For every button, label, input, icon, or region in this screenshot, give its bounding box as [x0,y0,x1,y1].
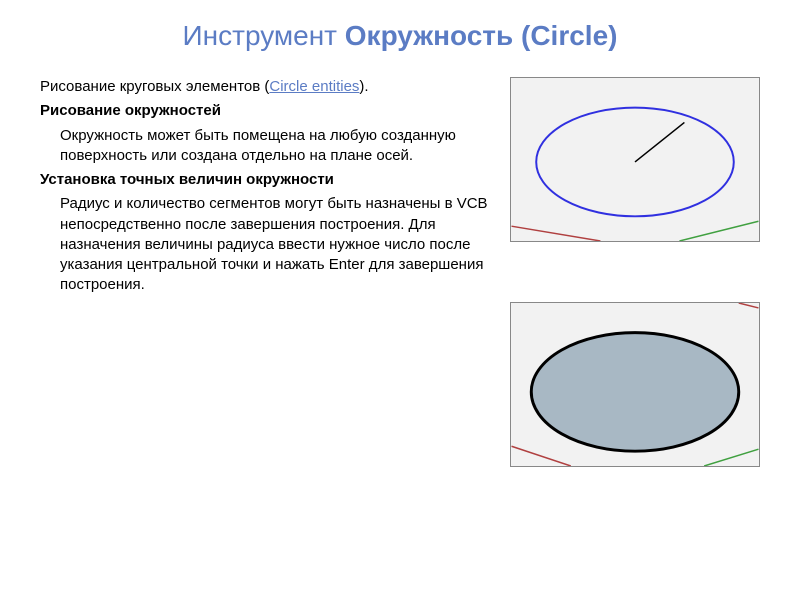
content-row: Рисование круговых элементов (Circle ent… [40,77,760,467]
title-prefix: Инструмент [183,20,345,51]
paragraph-3: Окружность может быть помещена на любую … [40,126,490,167]
figure-circle-filled [510,302,760,467]
title-bold: Окружность (Circle) [345,20,618,51]
text-column: Рисование круговых элементов (Circle ent… [40,77,490,467]
paragraph-4-heading: Установка точных величин окружности [40,170,490,190]
image-column [510,77,760,467]
p1-prefix: Рисование круговых элементов ( [40,78,269,95]
paragraph-2-heading: Рисование окружностей [40,101,490,121]
figure-circle-outline [510,77,760,242]
paragraph-1: Рисование круговых элементов (Circle ent… [40,77,490,97]
p1-suffix: ). [359,78,368,95]
circle-filled [531,333,738,452]
paragraph-5: Радиус и количество сегментов могут быть… [40,194,490,295]
page-title: Инструмент Окружность (Circle) [40,20,760,52]
circle-entities-link[interactable]: Circle entities [269,78,359,95]
